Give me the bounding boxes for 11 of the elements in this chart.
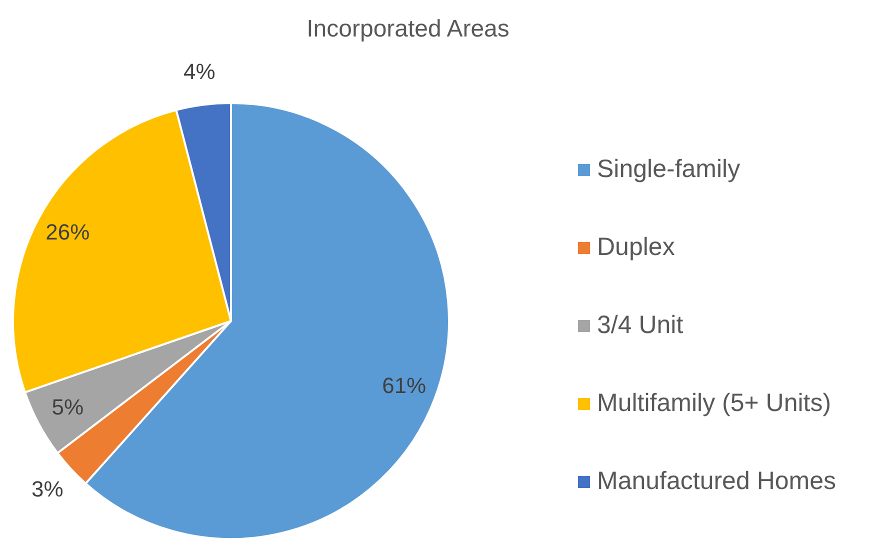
data-label: 26% xyxy=(46,220,90,245)
legend-label: Duplex xyxy=(597,232,676,261)
data-label: 3% xyxy=(31,476,64,502)
data-label: 61% xyxy=(382,373,426,398)
legend-label: Manufactured Homes xyxy=(597,466,836,495)
data-label: 5% xyxy=(52,394,84,420)
legend-label: Single-family xyxy=(597,154,741,183)
chart-title: Incorporated Areas xyxy=(306,16,510,43)
legend-label: 3/4 Unit xyxy=(597,310,684,339)
legend-label: Multifamily (5+ Units) xyxy=(597,388,832,417)
data-label: 4% xyxy=(183,59,216,84)
